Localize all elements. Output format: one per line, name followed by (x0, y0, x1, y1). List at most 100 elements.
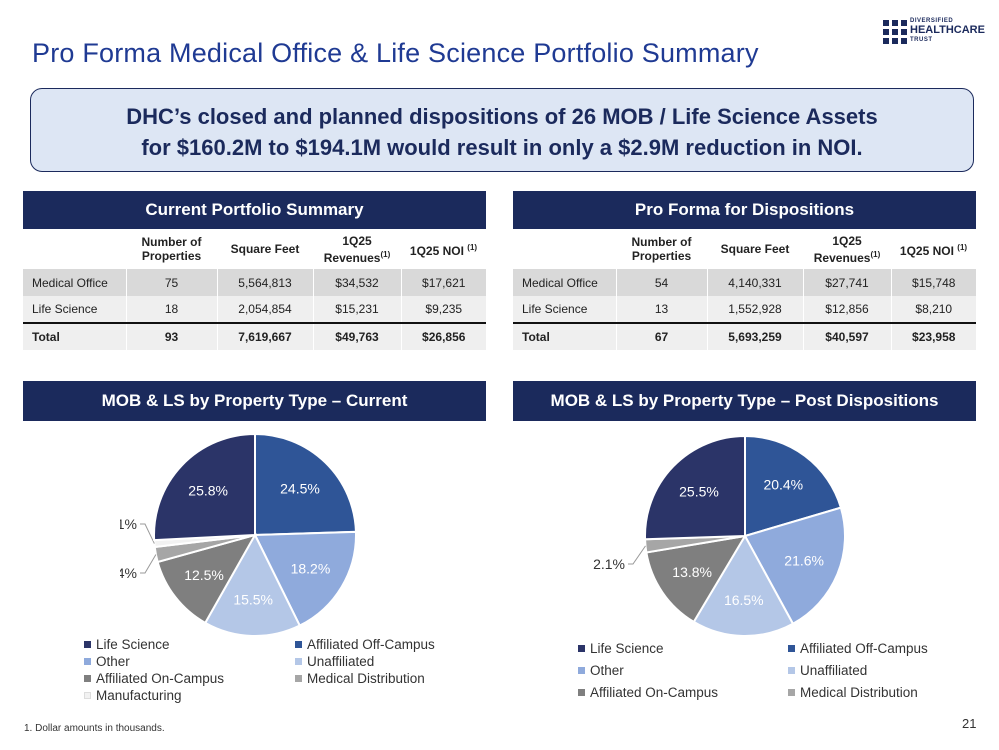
legend-label: Other (96, 654, 130, 669)
legend-label: Manufacturing (96, 688, 182, 703)
legend-label: Affiliated Off-Campus (307, 637, 435, 652)
cell: 1,552,928 (706, 296, 803, 323)
cell: $23,958 (890, 322, 976, 350)
page-title: Pro Forma Medical Office & Life Science … (32, 38, 759, 68)
table-row: Life Science 13 1,552,928 $12,856 $8,210 (513, 296, 976, 323)
col-header-properties: Number of Properties (616, 229, 707, 269)
cell: 2,054,854 (216, 296, 313, 323)
logo-line-2: HEALTHCARE (910, 24, 985, 36)
legend-swatch-icon (578, 645, 585, 652)
cell: Life Science (23, 296, 126, 323)
pie-slice-affiliated-off-campus (254, 432, 357, 537)
page-number: 21 (962, 716, 977, 731)
cell: 5,564,813 (216, 269, 313, 296)
col-header-type (513, 229, 616, 269)
legend-swatch-icon (295, 641, 302, 648)
col-header-revenues: 1Q25 Revenues(1) (803, 229, 891, 269)
col-header-type (23, 229, 126, 269)
col-header-sqft: Square Feet (707, 229, 803, 269)
legend-swatch-icon (84, 658, 91, 665)
logo-line-1: DIVERSIFIED (910, 18, 954, 24)
legend-item-medical-distribution: Medical Distribution (788, 685, 918, 700)
legend-label: Affiliated On-Campus (96, 671, 225, 686)
pie-slice-unaffiliated (692, 533, 795, 637)
cell: 67 (615, 322, 707, 350)
legend-item-affiliated-on-campus: Affiliated On-Campus (84, 671, 224, 686)
pie-slice-affiliated-on-campus (156, 533, 258, 625)
table-row: Medical Office 75 5,564,813 $34,532 $17,… (23, 269, 486, 296)
cell: Medical Office (513, 269, 616, 296)
current-portfolio-table: Current Portfolio Summary Number of Prop… (23, 191, 486, 350)
legend-swatch-icon (788, 667, 795, 674)
pie-chart-current: 24.5% 18.2% 15.5% 12.5% 2.4% 1.1% 25.8% (120, 432, 357, 637)
logo-grid-icon (883, 20, 907, 44)
pie-slice-life-science (644, 434, 746, 541)
cell: Medical Office (23, 269, 126, 296)
legend-label: Life Science (590, 641, 664, 656)
col-header-noi: 1Q25 NOI (1) (401, 229, 486, 269)
cell: $34,532 (312, 269, 401, 296)
cell: $26,856 (400, 322, 486, 350)
cell: $15,748 (890, 269, 976, 296)
col-header-revenues: 1Q25 Revenues(1) (313, 229, 401, 269)
legend-label: Unaffiliated (307, 654, 375, 669)
legend-item-affiliated-off-campus: Affiliated Off-Campus (295, 637, 435, 652)
table-row: Medical Office 54 4,140,331 $27,741 $15,… (513, 269, 976, 296)
pie-chart-post: 20.4% 21.6% 16.5% 13.8% 2.1% 25.5% (593, 434, 846, 637)
legend-swatch-icon (84, 675, 91, 682)
cell: Life Science (513, 296, 616, 323)
post-chart-title: MOB & LS by Property Type – Post Disposi… (513, 381, 976, 421)
pie-label-life-science: 25.5% (679, 483, 719, 499)
callout-box: DHC’s closed and planned dispositions of… (30, 88, 974, 172)
current-table-grid: Number of Properties Square Feet 1Q25 Re… (23, 229, 486, 350)
pie-slice-affiliated-off-campus (744, 434, 843, 538)
cell: $12,856 (802, 296, 891, 323)
leader-line-manufacturing (140, 523, 155, 544)
pie-label-other: 21.6% (784, 552, 824, 568)
cell: $40,597 (802, 322, 891, 350)
legend-swatch-icon (578, 689, 585, 696)
legend-item-unaffiliated: Unaffiliated (295, 654, 374, 669)
cell: Total (23, 322, 126, 350)
cell: 54 (615, 269, 707, 296)
pie-label-medical-distribution: 2.1% (593, 556, 625, 572)
legend-swatch-icon (84, 641, 91, 648)
cell: 93 (125, 322, 217, 350)
legend-item-affiliated-on-campus: Affiliated On-Campus (578, 685, 718, 700)
cell: $9,235 (400, 296, 486, 323)
legend-swatch-icon (295, 658, 302, 665)
col-header-sqft: Square Feet (217, 229, 313, 269)
cell: $8,210 (890, 296, 976, 323)
cell: $27,741 (802, 269, 891, 296)
legend-swatch-icon (788, 645, 795, 652)
legend-item-life-science: Life Science (84, 637, 170, 652)
pie-label-medical-distribution: 2.4% (120, 565, 137, 581)
cell: 4,140,331 (706, 269, 803, 296)
pie-label-affiliated-on-campus: 12.5% (184, 567, 224, 583)
current-chart-title: MOB & LS by Property Type – Current (23, 381, 486, 421)
legend-item-medical-distribution: Medical Distribution (295, 671, 425, 686)
pie-label-affiliated-on-campus: 13.8% (672, 564, 712, 580)
proforma-table-title: Pro Forma for Dispositions (513, 191, 976, 229)
pie-slice-affiliated-on-campus (645, 534, 747, 624)
col-header-properties: Number of Properties (126, 229, 217, 269)
cell: 18 (125, 296, 217, 323)
footnote: 1. Dollar amounts in thousands. (24, 723, 165, 734)
cell: 7,619,667 (216, 322, 313, 350)
legend-swatch-icon (84, 692, 91, 699)
cell: Total (513, 322, 616, 350)
legend-label: Unaffiliated (800, 663, 868, 678)
legend-swatch-icon (295, 675, 302, 682)
pie-slice-unaffiliated (203, 532, 302, 637)
cell: 5,693,259 (706, 322, 803, 350)
callout-line-2: for $160.2M to $194.1M would result in o… (141, 135, 863, 160)
proforma-table: Pro Forma for Dispositions Number of Pro… (513, 191, 976, 350)
legend-item-unaffiliated: Unaffiliated (788, 663, 867, 678)
table-row: Life Science 18 2,054,854 $15,231 $9,235 (23, 296, 486, 323)
table-total-row: Total 93 7,619,667 $49,763 $26,856 (23, 322, 486, 350)
logo-line-3: TRUST (910, 37, 933, 43)
cell: $17,621 (400, 269, 486, 296)
legend-current: Life Science Affiliated Off-Campus Other Un… (72, 637, 492, 709)
cell: 13 (615, 296, 707, 323)
legend-label: Other (590, 663, 624, 678)
